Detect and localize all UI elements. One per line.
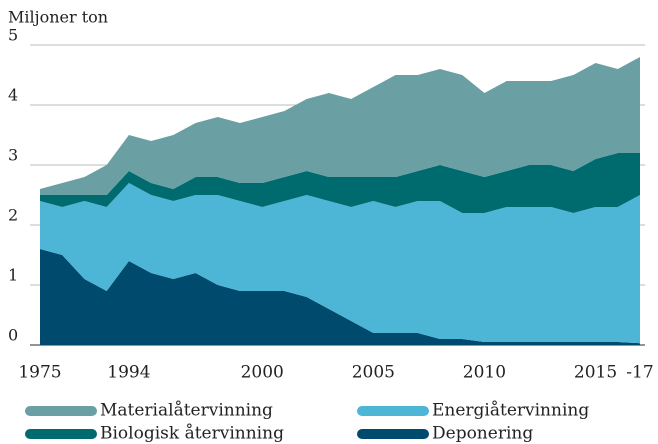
x-tick-label: 1975 (18, 363, 61, 383)
y-tick-label: 1 (8, 266, 18, 285)
x-tick-label: 2000 (241, 363, 284, 383)
legend-label: Materialåtervinning (100, 401, 273, 421)
x-tick-label: -17 (626, 363, 653, 383)
legend-label: Deponering (432, 424, 533, 444)
y-tick-label: 0 (8, 326, 18, 345)
x-tick-label: 2010 (463, 363, 506, 383)
area (40, 183, 640, 344)
areas (40, 57, 640, 345)
y-tick-label: 2 (8, 206, 18, 225)
y-tick-label: 3 (8, 146, 18, 165)
x-tick-label: 2015 (574, 363, 617, 383)
legend-label: Energiåtervinning (432, 401, 589, 421)
legend-label: Biologisk återvinning (100, 424, 284, 444)
x-tick-label: 1994 (107, 363, 150, 383)
y-tick-label: 4 (8, 86, 18, 105)
y-axis-label: Miljoner ton (8, 8, 108, 27)
x-tick-label: 2005 (352, 363, 395, 383)
area (40, 153, 640, 213)
area (40, 57, 640, 195)
y-tick-label: 5 (8, 26, 18, 45)
area (40, 249, 640, 345)
